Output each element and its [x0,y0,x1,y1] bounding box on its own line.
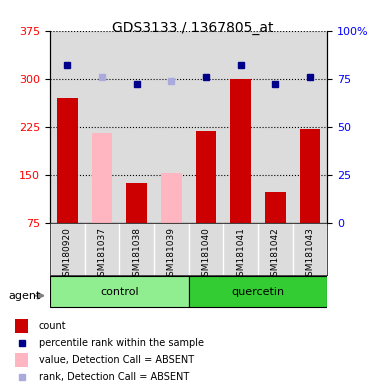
Bar [161,173,182,223]
Bar [92,133,112,223]
Bar [300,129,320,223]
Text: GSM181039: GSM181039 [167,227,176,282]
Bar [50,276,189,307]
Text: rank, Detection Call = ABSENT: rank, Detection Call = ABSENT [39,372,189,382]
Bar [57,98,78,223]
Text: count: count [39,321,67,331]
Text: value, Detection Call = ABSENT: value, Detection Call = ABSENT [39,355,194,365]
Text: GDS3133 / 1367805_at: GDS3133 / 1367805_at [112,21,273,35]
Bar [126,183,147,223]
Text: GSM181038: GSM181038 [132,227,141,282]
Bar [265,192,286,223]
Text: percentile rank within the sample: percentile rank within the sample [39,338,204,348]
Text: GSM181042: GSM181042 [271,227,280,281]
Text: control: control [100,287,139,297]
Bar [196,131,216,223]
Bar [15,319,28,333]
Text: agent: agent [8,291,41,301]
Text: GSM181041: GSM181041 [236,227,245,282]
Text: GSM181040: GSM181040 [201,227,211,282]
Bar [15,353,28,367]
Bar [189,276,327,307]
Text: GSM181043: GSM181043 [305,227,315,282]
Bar [230,79,251,223]
Text: GSM181037: GSM181037 [97,227,107,282]
Text: GSM180920: GSM180920 [63,227,72,282]
Text: quercetin: quercetin [231,287,285,297]
